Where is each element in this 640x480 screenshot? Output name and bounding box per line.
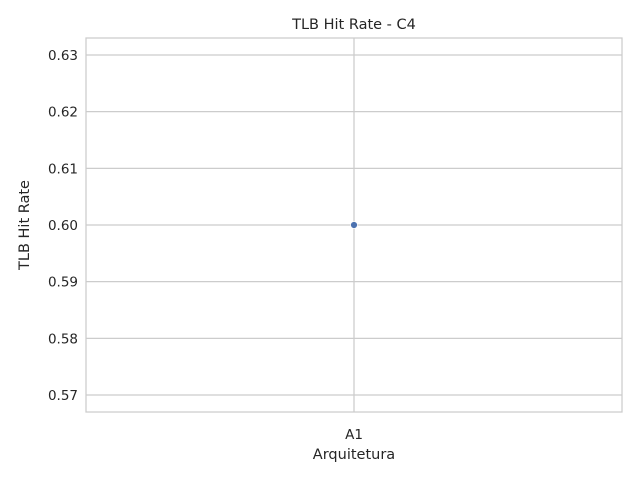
y-tick-label: 0.62: [48, 105, 78, 121]
grid-layer: [86, 38, 622, 412]
y-tick-label: 0.59: [48, 275, 78, 291]
x-axis-title: Arquitetura: [313, 447, 395, 463]
data-point: [350, 221, 358, 229]
tick-layer: 0.57 0.58 0.59 0.60 0.61 0.62 0.63 A1: [48, 48, 363, 443]
y-axis-title: TLB Hit Rate: [17, 180, 33, 271]
point-layer: [350, 221, 358, 229]
y-tick-label: 0.57: [48, 388, 78, 404]
y-tick-label: 0.63: [48, 48, 78, 64]
y-tick-label: 0.60: [48, 218, 78, 234]
plot-frame: [85, 37, 623, 413]
chart-title: TLB Hit Rate - C4: [291, 17, 416, 33]
y-tick-label: 0.58: [48, 331, 78, 347]
y-tick-label: 0.61: [48, 161, 78, 177]
x-tick-label: A1: [345, 427, 363, 443]
